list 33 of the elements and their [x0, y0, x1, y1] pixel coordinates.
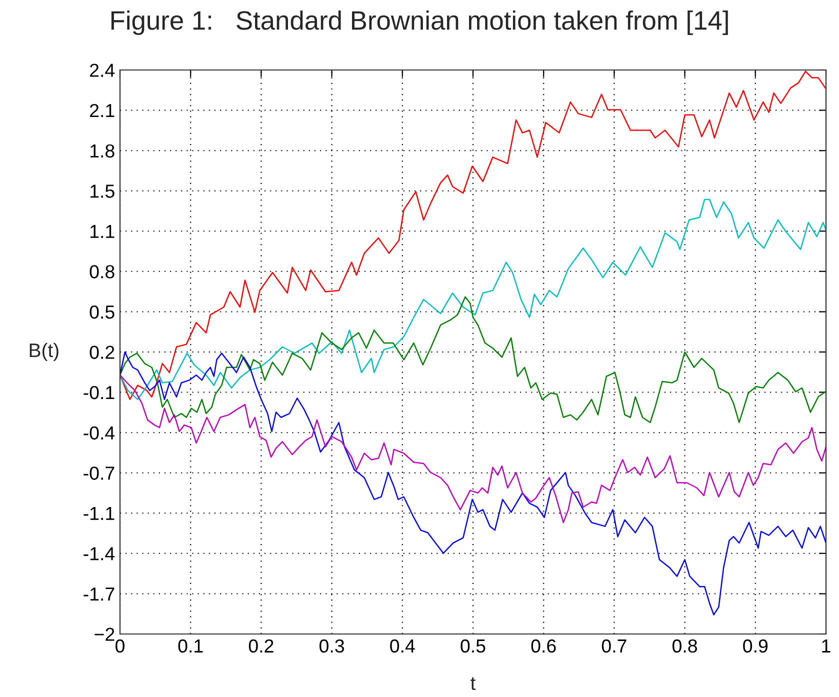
x-tick-label: 0.5 [460, 639, 486, 653]
y-tick-label: 1.1 [90, 225, 114, 238]
x-tick-label: 0.8 [672, 639, 698, 653]
y-tick-label: 1.5 [90, 184, 114, 198]
x-tick-label: 0.6 [531, 639, 556, 653]
x-tick-label: 1 [822, 640, 830, 652]
line-series [120, 198, 826, 400]
x-tick-label: 0.1 [178, 639, 203, 653]
y-tick-label: 0.5 [90, 305, 114, 319]
y-tick-label: −2 [94, 628, 114, 641]
chart-title: Figure 1: Standard Brownian motion taken from [14] [111, 10, 728, 36]
line-series [120, 296, 826, 424]
y-axis-title: B(t) [30, 342, 58, 362]
y-tick-label: -0.7 [84, 466, 114, 480]
y-tick-label: -0.4 [84, 426, 115, 440]
y-tick-label: 0.8 [90, 265, 114, 278]
x-axis-title: t [470, 677, 476, 690]
y-tick-label: 0.2 [90, 346, 114, 359]
x-tick-label: 0.4 [390, 639, 415, 653]
y-tick-label: 2.4 [90, 64, 115, 77]
x-tick-label: 0 [116, 639, 124, 653]
y-tick-label: -1.7 [84, 588, 114, 601]
y-tick-label: 2.1 [90, 104, 114, 118]
line-series [120, 351, 826, 616]
x-tick-label: 0.7 [602, 639, 626, 653]
x-tick-label: 0.2 [248, 639, 274, 653]
y-tick-label: -0.1 [84, 386, 114, 400]
y-tick-label: 1.8 [90, 144, 114, 158]
x-tick-label: 0.3 [320, 639, 344, 653]
y-tick-label: -1.4 [84, 547, 115, 560]
y-tick-label: -1.1 [84, 507, 114, 520]
x-tick-label: 0.9 [743, 639, 768, 653]
line-series [120, 374, 826, 524]
